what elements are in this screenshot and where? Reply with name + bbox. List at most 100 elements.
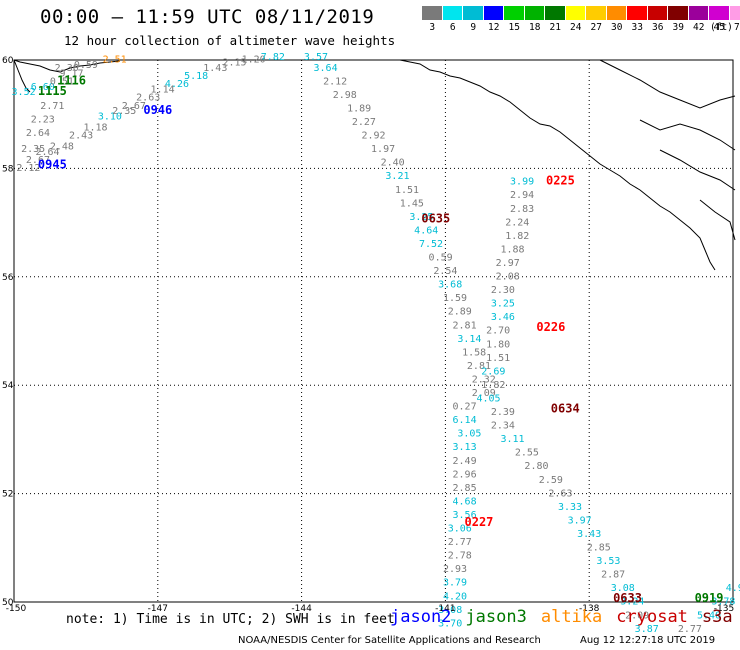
- wave-height-value: 2.35: [112, 106, 136, 117]
- wave-height-value: 0.27: [453, 402, 477, 413]
- wave-height-value: 3.43: [577, 529, 601, 540]
- wave-height-value: 2.80: [524, 461, 548, 472]
- wave-height-value: 0.59: [429, 253, 453, 264]
- color-scale-swatch: [627, 6, 648, 20]
- wave-height-value: 3.10: [98, 112, 122, 123]
- mission-legend-item: s3a: [701, 607, 733, 627]
- wave-height-value: 2.85: [587, 543, 611, 554]
- wave-height-value: 3.97: [568, 515, 592, 526]
- color-scale-bar: [422, 6, 740, 20]
- wave-height-value: 1.14: [151, 85, 175, 96]
- wave-height-value: 2.89: [448, 307, 472, 318]
- wave-height-value: 1.20: [242, 55, 266, 66]
- wave-height-value: 7.82: [261, 52, 285, 63]
- wave-height-value: 1.59: [443, 293, 467, 304]
- pass-time-label: 1115: [38, 84, 67, 98]
- satellite-track: 2.122.672.352.642.482.64 2.431.183.102.23…: [12, 52, 285, 174]
- wave-height-value: 3.25: [491, 299, 515, 310]
- wave-height-value: 2.15: [222, 57, 246, 68]
- footer-timestamp: Aug 12 12:27:18 UTC 2019: [580, 635, 716, 646]
- pass-time-label: 0225: [546, 174, 575, 188]
- pass-time-label: 0634: [551, 401, 580, 415]
- wave-height-value: 2.64: [26, 128, 50, 139]
- color-scale-label: 42: [693, 22, 705, 33]
- wave-height-value: 2.77: [678, 624, 702, 635]
- wave-height-value: 2.64: [36, 147, 60, 158]
- mission-legend-item: altika: [540, 607, 603, 627]
- wave-height-value: 3.46: [491, 312, 515, 323]
- wave-height-value: 3.06: [448, 524, 472, 535]
- wave-height-value: 1.18: [83, 122, 107, 133]
- color-scale-swatch: [647, 6, 668, 20]
- wave-height-value: 2.85: [453, 483, 477, 494]
- wave-height-value: 2.70: [486, 326, 510, 337]
- wave-height-value: 3.87: [635, 624, 659, 635]
- wave-height-value: 6.60: [31, 82, 55, 93]
- latitude-label: 60: [2, 56, 14, 66]
- color-scale-swatch: [586, 6, 607, 20]
- pass-time-label: 0635: [421, 212, 450, 226]
- color-scale-labels: 36912151821242730333639424570: [422, 22, 740, 33]
- satellite-track: 2.775.403.784.971.7626.827: [678, 583, 740, 635]
- coastline-alaska-west: [13, 59, 121, 93]
- wave-height-value: 0.59: [74, 60, 98, 71]
- longitude-label: -138: [579, 604, 600, 614]
- wave-height-value: 3.99: [510, 177, 534, 188]
- wave-height-value: 4.64: [414, 225, 438, 236]
- wave-height-value: 3.24: [620, 597, 644, 608]
- wave-height-value: 2.96: [453, 469, 477, 480]
- wave-height-value: 2.30: [55, 63, 79, 74]
- color-scale-label: 24: [570, 22, 582, 33]
- longitude-label: -135: [714, 604, 734, 614]
- wave-height-value: 1.82: [481, 380, 505, 391]
- wave-height-value: 3.56: [453, 510, 477, 521]
- wave-height-value: 3.79: [443, 578, 467, 589]
- longitude-label: -141: [435, 604, 455, 614]
- color-scale-swatch: [483, 6, 504, 20]
- color-scale-swatch: [729, 6, 740, 20]
- pass-time-label: 0227: [465, 515, 494, 529]
- longitude-label: -147: [148, 604, 168, 614]
- wave-height-value: 2.83: [510, 204, 534, 215]
- pass-time-label: 1116: [57, 73, 86, 87]
- color-scale-swatch: [442, 6, 463, 20]
- wave-height-value: 7.52: [419, 239, 443, 250]
- mission-legend-item: jason2: [390, 607, 452, 627]
- color-scale-swatch: [709, 6, 730, 20]
- pass-time-label: 0226: [536, 320, 565, 334]
- wave-height-value: 2.97: [496, 258, 520, 269]
- wave-height-value: 3.33: [558, 502, 582, 513]
- color-scale-label: 6: [449, 22, 456, 33]
- color-scale-swatch: [422, 6, 443, 20]
- wave-height-value: 2.08: [496, 272, 520, 283]
- longitude-label: -150: [6, 604, 27, 614]
- coastline-alaska-gulf: [399, 59, 716, 271]
- coastline: [13, 59, 736, 271]
- color-scale-label: 27: [590, 22, 602, 33]
- wave-height-value: 2.40: [381, 158, 405, 169]
- wave-height-value: 2.59: [539, 475, 563, 486]
- wave-height-value: 2.09: [472, 388, 496, 399]
- wave-height-value: 1.89: [347, 103, 371, 114]
- latitude-label: 56: [2, 273, 14, 283]
- wave-height-value: 2.54: [433, 266, 457, 277]
- color-scale-swatch: [463, 6, 484, 20]
- wave-height-value: 3.70: [438, 618, 462, 629]
- satellite-track: 3.573.64 2.12 2.98 1.89 2.27 2.92 1.97 2.40 3.21…: [304, 52, 496, 629]
- wave-height-value: 0.51: [50, 76, 74, 87]
- wave-height-value: 2.24: [505, 217, 529, 228]
- color-scale-swatch: [565, 6, 586, 20]
- wave-height-value: 3.57: [304, 52, 328, 63]
- latitude-label: 54: [2, 381, 14, 391]
- wave-height-value: 3.53: [596, 556, 620, 567]
- mission-legend-item: cryosat: [616, 607, 688, 627]
- color-scale-label: 15: [508, 22, 520, 33]
- latitude-label: 58: [2, 164, 14, 174]
- wave-height-value: 4.20: [443, 591, 467, 602]
- wave-height-value: 3.64: [314, 63, 338, 74]
- wave-height-value: 4.05: [476, 393, 500, 404]
- longitude-label: -144: [291, 604, 312, 614]
- color-scale-swatch: [668, 6, 689, 20]
